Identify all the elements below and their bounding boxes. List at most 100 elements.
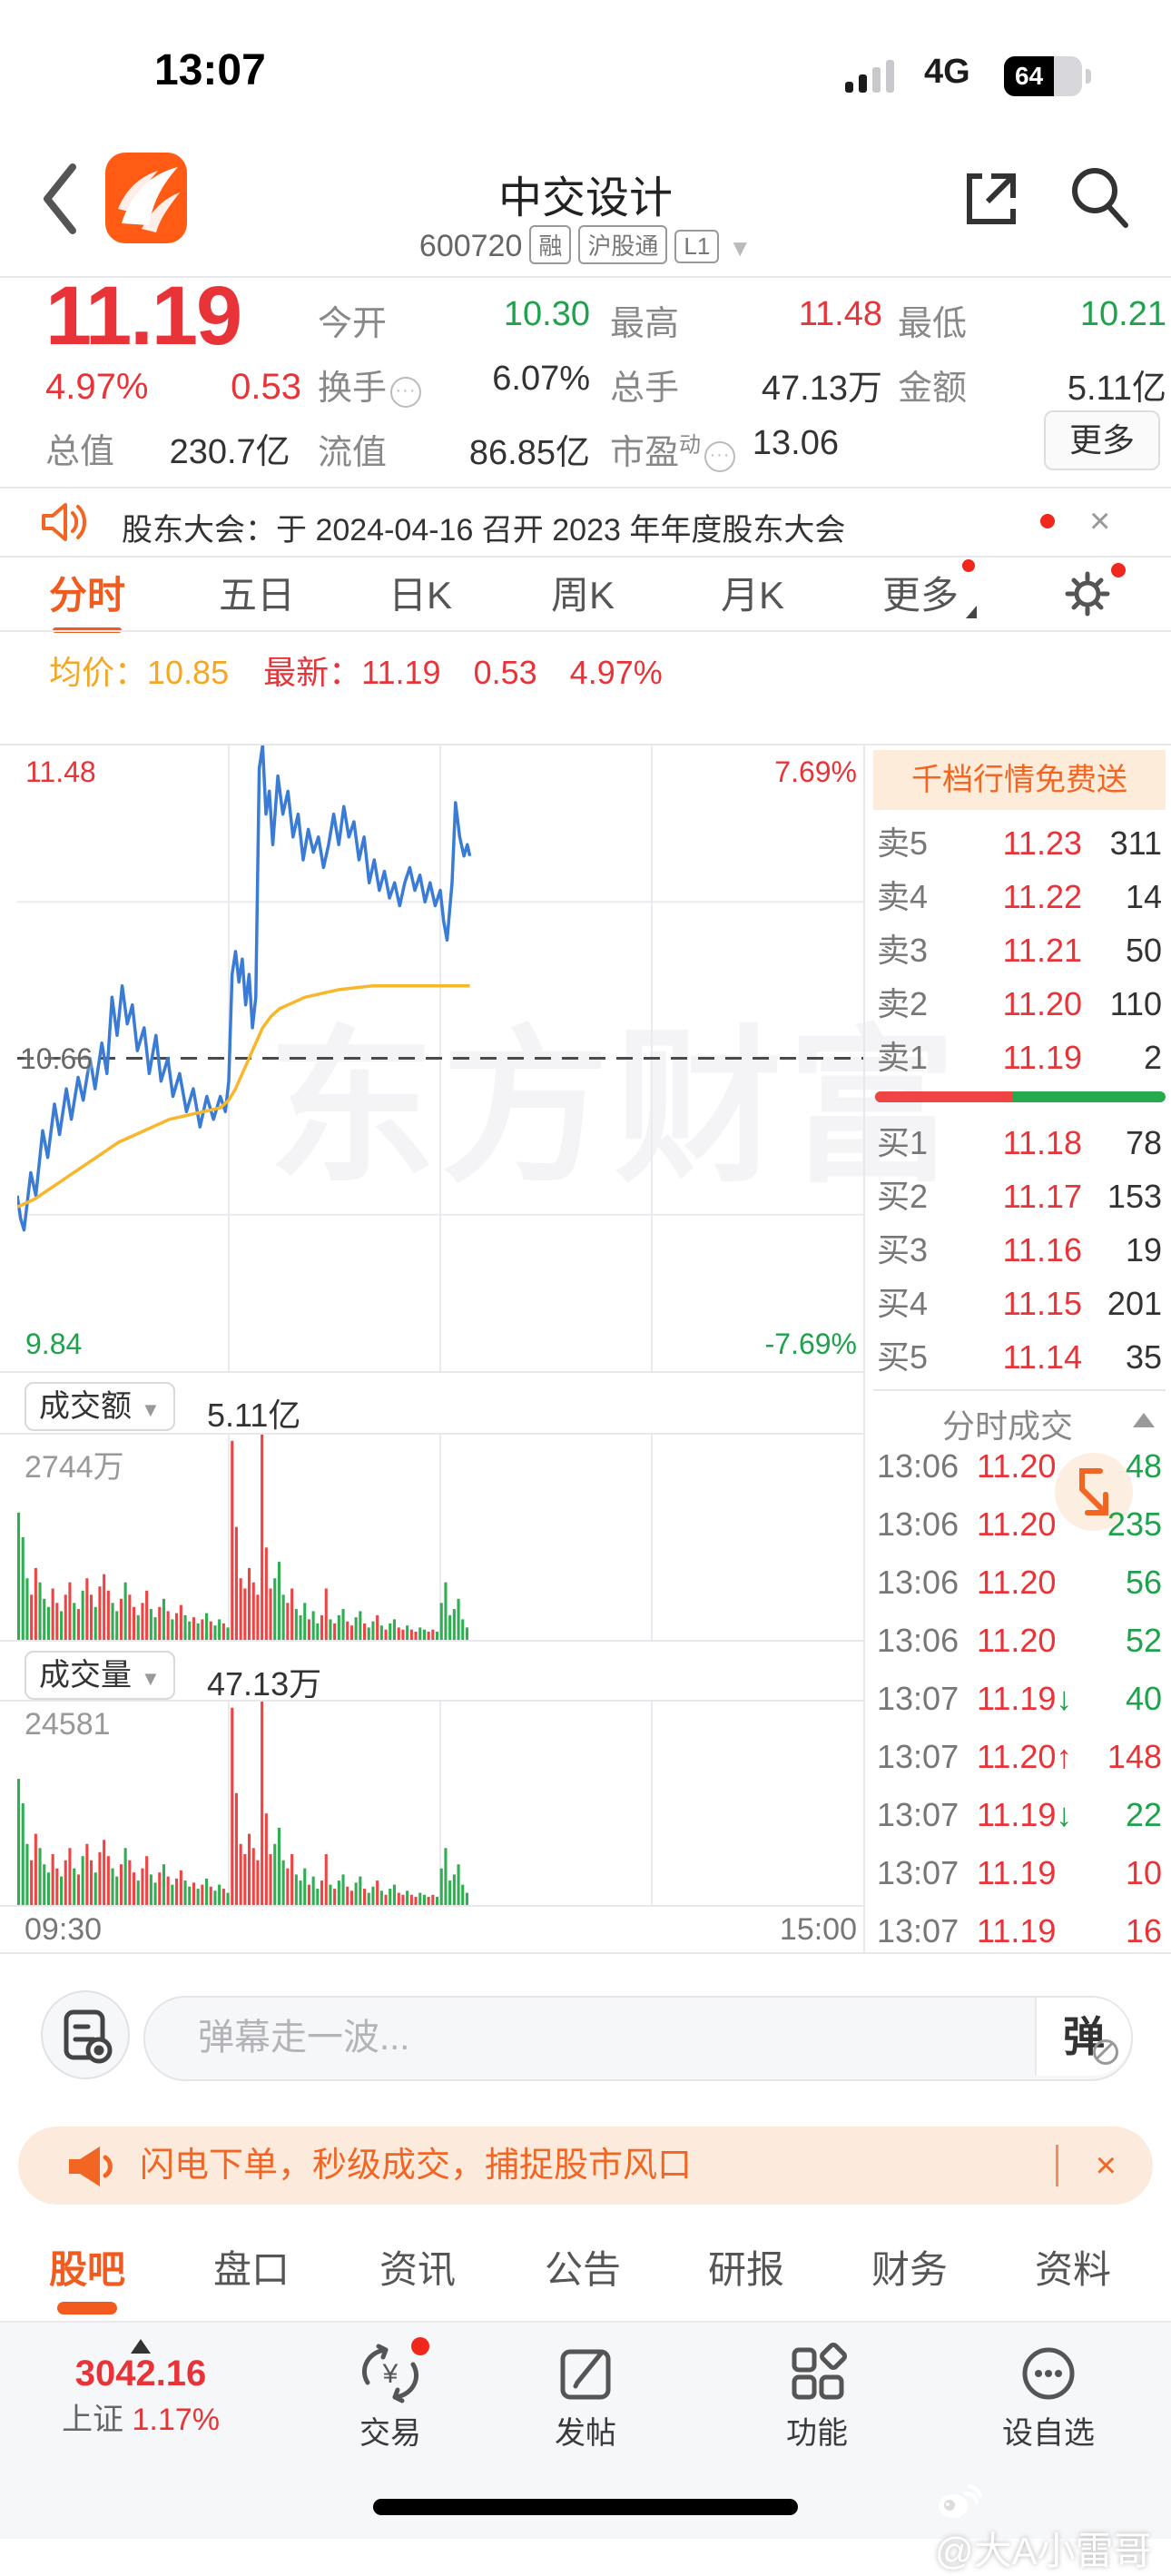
announcement-close-icon[interactable]: × <box>1089 501 1111 541</box>
announce-divider-top <box>0 487 1171 489</box>
period-tab-0[interactable]: 分时 <box>49 565 125 633</box>
latest-chg: 0.53 <box>473 654 537 691</box>
bid-row-4[interactable]: 买4 11.15 201 <box>877 1285 1162 1322</box>
announcement-red-dot <box>1040 514 1055 528</box>
period-tab-2[interactable]: 日K <box>389 574 453 617</box>
amount-chart[interactable] <box>17 1435 863 1640</box>
tick-row-3: 13:06 11.20 52 <box>877 1622 1162 1659</box>
period-tab-1[interactable]: 五日 <box>219 574 296 617</box>
volume-chart-bottom <box>0 1905 863 1907</box>
sub-tab-4[interactable]: 研报 <box>708 2248 785 2291</box>
nav-trade-item[interactable]: ¥ 交易 <box>313 2337 467 2453</box>
announcement-text[interactable]: 股东大会：于 2024-04-16 召开 2023 年年度股东大会 <box>122 513 846 548</box>
volume-dropdown[interactable]: 成交量 ▼ <box>25 1651 175 1700</box>
stat-turnover: 换手 ··· 6.07% <box>318 360 590 408</box>
danmu-list-button[interactable] <box>41 1990 130 2079</box>
page-title: 中交设计 <box>497 174 673 222</box>
collapse-ticks-icon[interactable] <box>1133 1413 1155 1427</box>
bid-row-1[interactable]: 买1 11.18 78 <box>877 1124 1162 1161</box>
nav-features-item[interactable]: 功能 <box>740 2339 894 2453</box>
period-tab-3[interactable]: 周K <box>551 574 615 617</box>
features-icon <box>792 2343 847 2400</box>
ask-row-2[interactable]: 卖2 11.20 110 <box>877 985 1162 1022</box>
bid-row-2[interactable]: 买2 11.17 153 <box>877 1178 1162 1215</box>
promo-close-icon[interactable]: × <box>1095 2146 1117 2186</box>
search-button[interactable] <box>1068 163 1133 231</box>
chevron-down-icon: ▼ <box>728 234 753 262</box>
promo-banner[interactable]: 闪电下单，秒级成交，捕捉股市风口 × <box>18 2127 1153 2205</box>
period-tab-5[interactable]: 更多 <box>882 559 978 620</box>
announce-divider-bottom <box>0 556 1171 558</box>
stock-subtitle[interactable]: 600720 融沪股通 L1 ▼ <box>0 225 1171 264</box>
price-change-line: 4.97% 0.53 <box>45 367 301 408</box>
stat-total-hands: 总手 47.13万 <box>610 370 882 408</box>
chart-watermark: 东方财富 <box>268 1015 961 1202</box>
market-cap-line: 总值 230.7亿 <box>45 423 290 473</box>
intraday-chart[interactable] <box>17 745 863 1371</box>
tick-row-7: 13:07 11.19 10 <box>877 1854 1162 1891</box>
share-button[interactable] <box>960 165 1022 231</box>
nav-post-item[interactable]: 发帖 <box>508 2339 663 2453</box>
volume-max-label: 24581 <box>25 1707 111 1742</box>
sub-tab-0[interactable]: 股吧 <box>49 2239 125 2314</box>
stat-open: 今开 10.30 <box>318 295 590 343</box>
danmu-send-button[interactable]: 弹 <box>1035 1998 1131 2076</box>
more-button[interactable]: 更多 <box>1044 410 1160 470</box>
back-button[interactable] <box>38 160 84 238</box>
volume-chart[interactable] <box>17 1702 863 1905</box>
ask-row-3[interactable]: 卖3 11.21 50 <box>877 932 1162 969</box>
home-indicator[interactable] <box>373 2499 798 2515</box>
badge-level: L1 <box>674 230 720 263</box>
app-logo-icon[interactable] <box>105 153 187 243</box>
megaphone-icon <box>69 2147 113 2186</box>
trade-red-dot <box>411 2337 429 2355</box>
chart-bottom-border <box>0 1371 863 1373</box>
ticks-title[interactable]: 分时成交 <box>941 1407 1073 1445</box>
ask-row-4[interactable]: 卖4 11.22 14 <box>877 878 1162 915</box>
sub-tab-1[interactable]: 盘口 <box>213 2248 290 2291</box>
sub-tab-3[interactable]: 公告 <box>545 2248 622 2291</box>
ask-row-1[interactable]: 卖1 11.19 2 <box>877 1039 1162 1076</box>
change-percent: 4.97% <box>45 367 149 407</box>
bid-row-3[interactable]: 买3 11.16 19 <box>877 1231 1162 1268</box>
sub-tab-5[interactable]: 财务 <box>871 2248 949 2291</box>
expand-chart-button[interactable] <box>1055 1453 1133 1531</box>
bid-row-5[interactable]: 买5 11.14 35 <box>877 1338 1162 1376</box>
info-icon[interactable]: ··· <box>390 377 422 408</box>
comment-input[interactable] <box>196 1998 926 2078</box>
tick-row-5: 13:07 11.20↑ 148 <box>877 1738 1162 1775</box>
dropdown-arrow-icon: ▼ <box>141 1667 161 1690</box>
index-pct: 1.17% <box>132 2403 220 2437</box>
danmu-off-icon <box>1093 2039 1118 2065</box>
sub-tab-2[interactable]: 资讯 <box>379 2248 457 2291</box>
axis-end-label: 15:00 <box>779 1912 857 1947</box>
stat-low: 最低 10.21 <box>898 295 1166 343</box>
chart-region-bottom <box>0 1952 1171 1954</box>
promo-text: 闪电下单，秒级成交，捕捉股市风口 <box>140 2147 693 2185</box>
tick-row-0: 13:06 11.20 48 <box>877 1447 1162 1485</box>
chart-pct-low-label: -7.69% <box>764 1327 857 1360</box>
weibo-icon <box>939 2484 982 2518</box>
index-name: 上证 <box>62 2403 124 2437</box>
tick-row-1: 13:06 11.20 235 <box>877 1505 1162 1543</box>
nav-index-item[interactable]: 3042.16 上证 1.17% <box>36 2339 245 2439</box>
info-icon[interactable]: ··· <box>704 441 736 472</box>
amount-value: 5.11亿 <box>207 1397 301 1434</box>
level-promo-banner[interactable]: 千档行情免费送 <box>873 750 1166 810</box>
ask-row-5[interactable]: 卖5 11.23 311 <box>877 824 1162 862</box>
amount-dropdown[interactable]: 成交额 ▼ <box>25 1382 175 1431</box>
stat-amount: 金额 5.11亿 <box>898 370 1166 408</box>
chart-top-border <box>0 744 1171 745</box>
chart-settings-button[interactable] <box>1060 563 1126 621</box>
sub-tab-6[interactable]: 资料 <box>1035 2248 1112 2291</box>
nav-watchlist-item[interactable]: 设自选 <box>962 2339 1135 2453</box>
post-icon <box>560 2349 611 2400</box>
tick-row-2: 13:06 11.20 56 <box>877 1564 1162 1601</box>
stat-pe: 市盈动 ··· 13.06 <box>610 424 839 472</box>
network-type: 4G <box>924 53 970 91</box>
trade-icon: ¥ <box>362 2344 418 2403</box>
subtabs-divider <box>0 2321 1171 2323</box>
volume-value: 47.13万 <box>207 1665 322 1703</box>
chart-prevclose-label: 10.66 <box>20 1042 93 1075</box>
period-tab-4[interactable]: 月K <box>721 574 785 617</box>
